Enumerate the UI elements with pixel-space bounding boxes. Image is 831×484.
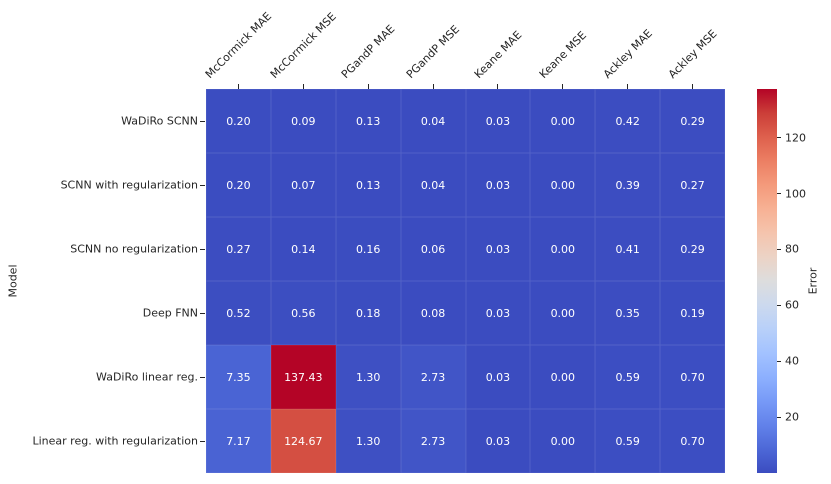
heatmap-cell: 0.29: [660, 89, 725, 153]
heatmap-cell: 0.00: [530, 281, 596, 345]
heatmap-cell: 0.70: [660, 409, 725, 473]
heatmap-cell: 0.04: [400, 153, 466, 217]
heatmap-cell: 0.41: [595, 217, 661, 281]
heatmap-cell: 137.43: [270, 345, 336, 409]
x-tick: [302, 84, 304, 89]
y-tick: [200, 376, 205, 378]
heatmap-cell: 124.67: [270, 409, 336, 473]
heatmap-cell: 0.03: [465, 153, 531, 217]
x-tick: [562, 84, 564, 89]
heatmap-cell: 0.00: [530, 345, 596, 409]
y-tick: [200, 120, 205, 122]
row-label: Deep FNN: [142, 306, 198, 320]
heatmap-cell: 0.13: [335, 89, 401, 153]
heatmap-cell: 0.06: [400, 217, 466, 281]
heatmap-cell: 7.35: [206, 345, 271, 409]
x-tick: [237, 84, 239, 89]
heatmap-cell: 2.73: [400, 409, 466, 473]
colorbar-tick-label: 40: [785, 354, 799, 368]
colorbar: [757, 89, 777, 473]
heatmap-cell: 0.03: [465, 409, 531, 473]
column-label: Ackley MSE: [665, 27, 720, 81]
colorbar-tick-label: 100: [785, 187, 806, 201]
heatmap-cell: 0.00: [530, 409, 596, 473]
heatmap-grid: 0.20 0.09 0.13 0.04 0.03 0.00 0.42 0.29 0.20 0.07…: [206, 89, 725, 473]
column-label: Ackley MAE: [600, 26, 655, 82]
heatmap-cell: 0.27: [206, 217, 271, 281]
column-label: PGandP MSE: [404, 22, 463, 82]
y-tick: [200, 184, 205, 186]
y-axis-label: Model: [6, 264, 20, 298]
heatmap-cell: 0.00: [530, 217, 596, 281]
heatmap-cell: 0.00: [530, 89, 596, 153]
heatmap-cell: 2.73: [400, 345, 466, 409]
colorbar-tick: [777, 248, 781, 250]
colorbar-tick: [777, 416, 781, 418]
heatmap-cell: 0.52: [206, 281, 271, 345]
column-label: Keane MSE: [536, 28, 589, 81]
colorbar-tick-label: 60: [785, 298, 799, 312]
heatmap-cell: 0.20: [206, 89, 271, 153]
heatmap-cell: 0.70: [660, 345, 725, 409]
heatmap-cell: 0.03: [465, 217, 531, 281]
column-label: Keane MAE: [471, 28, 525, 81]
heatmap-cell: 0.59: [595, 409, 661, 473]
x-tick: [497, 84, 499, 89]
colorbar-tick-label: 20: [785, 410, 799, 424]
heatmap-cell: 0.18: [335, 281, 401, 345]
colorbar-tick-label: 80: [785, 242, 799, 256]
colorbar-label: Error: [806, 267, 820, 295]
heatmap-cell: 7.17: [206, 409, 271, 473]
x-tick: [432, 84, 434, 89]
y-tick: [200, 440, 205, 442]
heatmap-cell: 1.30: [335, 345, 401, 409]
heatmap-cell: 0.19: [660, 281, 725, 345]
row-label: WaDiRo linear reg.: [96, 370, 198, 384]
heatmap-cell: 0.35: [595, 281, 661, 345]
colorbar-tick: [777, 304, 781, 306]
x-tick: [692, 84, 694, 89]
row-label: WaDiRo SCNN: [121, 114, 198, 128]
column-label: PGandP MAE: [338, 22, 398, 81]
colorbar-tick-label: 120: [785, 131, 806, 145]
heatmap-cell: 0.20: [206, 153, 271, 217]
heatmap-cell: 0.42: [595, 89, 661, 153]
x-tick: [627, 84, 629, 89]
column-label: McCormick MSE: [267, 10, 339, 82]
y-tick: [200, 312, 205, 314]
heatmap-cell: 0.29: [660, 217, 725, 281]
heatmap-cell: 0.56: [270, 281, 336, 345]
row-label: Linear reg. with regularization: [32, 434, 198, 448]
heatmap-cell: 0.03: [465, 89, 531, 153]
heatmap-cell: 0.13: [335, 153, 401, 217]
heatmap-cell: 1.30: [335, 409, 401, 473]
y-tick: [200, 248, 205, 250]
heatmap-cell: 0.00: [530, 153, 596, 217]
heatmap-cell: 0.07: [270, 153, 336, 217]
heatmap-cell: 0.27: [660, 153, 725, 217]
colorbar-tick: [777, 193, 781, 195]
heatmap-cell: 0.16: [335, 217, 401, 281]
column-label: McCormick MAE: [202, 9, 275, 81]
heatmap-cell: 0.04: [400, 89, 466, 153]
heatmap-cell: 0.03: [465, 345, 531, 409]
heatmap-cell: 0.14: [270, 217, 336, 281]
row-label: SCNN no regularization: [70, 242, 198, 256]
heatmap-cell: 0.59: [595, 345, 661, 409]
heatmap-cell: 0.03: [465, 281, 531, 345]
row-label: SCNN with regularization: [60, 178, 198, 192]
x-tick: [367, 84, 369, 89]
heatmap-cell: 0.39: [595, 153, 661, 217]
heatmap-cell: 0.08: [400, 281, 466, 345]
heatmap-cell: 0.09: [270, 89, 336, 153]
colorbar-tick: [777, 360, 781, 362]
colorbar-tick: [777, 137, 781, 139]
